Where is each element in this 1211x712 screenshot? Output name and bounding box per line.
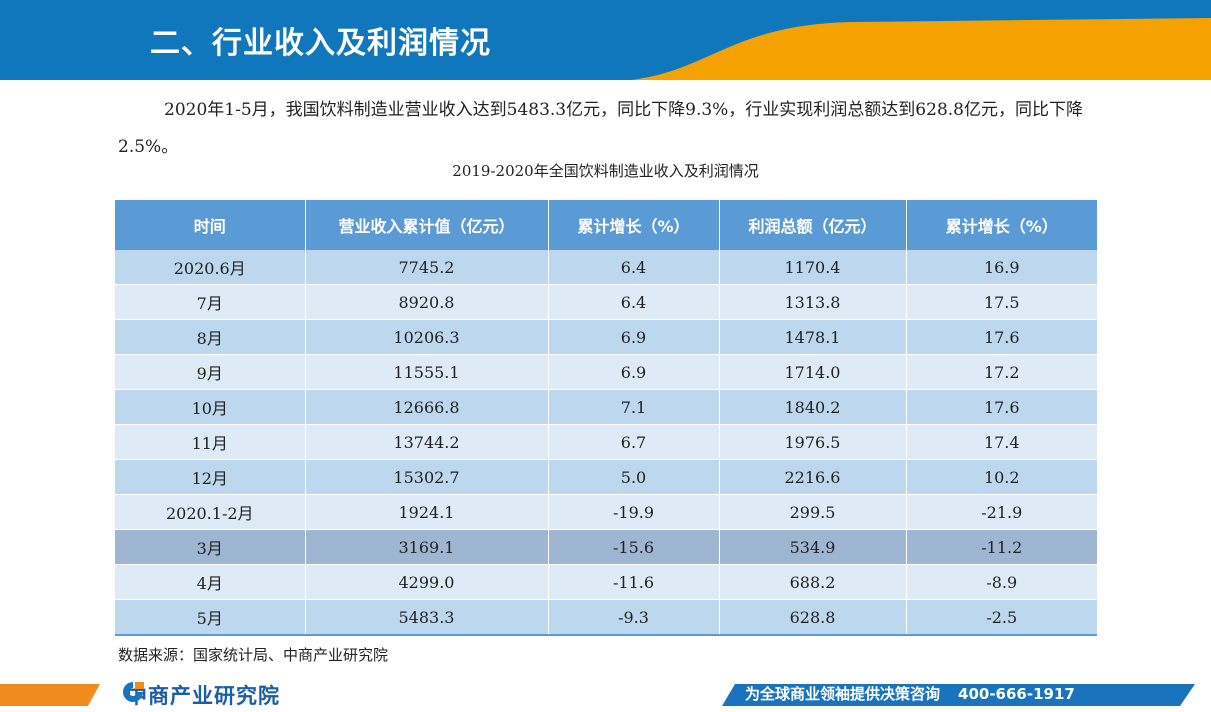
table-cell: -9.3 [548,599,720,636]
table-cell: 10.2 [906,459,1097,495]
table-cell: -2.5 [906,599,1097,636]
table-cell: 9月 [115,354,306,390]
table-row: 10月 12666.8 7.1 1840.2 17.6 [115,389,1097,425]
table-cell: 2020.1-2月 [115,494,306,530]
table-cell: -8.9 [906,564,1097,600]
table-cell: 6.7 [548,424,720,460]
table-cell: -15.6 [548,529,720,565]
table-cell: 3月 [115,529,306,565]
table-cell: 6.9 [548,319,720,355]
table-cell: 11月 [115,424,306,460]
table-cell: 628.8 [719,599,907,636]
table-cell: 6.9 [548,354,720,390]
table-cell: 15302.7 [305,459,549,495]
table-header-row: 时间 营业收入累计值（亿元） 累计增长（%） 利润总额（亿元） 累计增长（%） [115,200,1097,250]
table-cell: 17.5 [906,284,1097,320]
column-header: 累计增长（%） [548,200,720,250]
table-cell: 2216.6 [719,459,907,495]
company-logo: 中商产业研究院 [120,680,280,710]
table-row: 4月 4299.0 -11.6 688.2 -8.9 [115,564,1097,600]
table-cell: 6.4 [548,284,720,320]
table-cell: 3169.1 [305,529,549,565]
table-cell: 299.5 [719,494,907,530]
table-cell: 17.4 [906,424,1097,460]
column-header: 累计增长（%） [906,200,1097,250]
footer-slogan: 为全球商业领袖提供决策咨询 400-666-1917 [745,683,1075,704]
table-cell: 534.9 [719,529,907,565]
footer-shapes [0,684,1195,706]
footer-bar: 中商产业研究院 为全球商业领袖提供决策咨询 400-666-1917 [0,672,1211,712]
table-cell: 8月 [115,319,306,355]
data-source-note: 数据来源：国家统计局、中商产业研究院 [118,646,389,664]
data-table: 时间 营业收入累计值（亿元） 累计增长（%） 利润总额（亿元） 累计增长（%） … [115,200,1097,636]
table-cell: 7745.2 [305,250,549,285]
table-cell: 1170.4 [719,250,907,285]
column-header: 营业收入累计值（亿元） [305,200,549,250]
header-banner: 二、行业收入及利润情况 [0,0,1211,80]
header-orange-swoosh [631,18,1211,80]
table-row: 2020.6月 7745.2 6.4 1170.4 16.9 [115,250,1097,285]
table-cell: 1478.1 [719,319,907,355]
table-cell: 12666.8 [305,389,549,425]
table-cell: 10206.3 [305,319,549,355]
column-header: 时间 [115,200,306,250]
table-cell: -11.2 [906,529,1097,565]
table-cell: 6.4 [548,250,720,285]
table-cell: 10月 [115,389,306,425]
page-title: 二、行业收入及利润情况 [150,26,491,61]
table-row: 3月 3169.1 -15.6 534.9 -11.2 [115,529,1097,565]
table-cell: 12月 [115,459,306,495]
table-row: 11月 13744.2 6.7 1976.5 17.4 [115,424,1097,460]
phone-number: 400-666-1917 [958,685,1075,703]
table-cell: 11555.1 [305,354,549,390]
table-row: 2020.1-2月 1924.1 -19.9 299.5 -21.9 [115,494,1097,530]
table-cell: 1840.2 [719,389,907,425]
table-cell: 1313.8 [719,284,907,320]
logo-icon [123,682,144,702]
slogan-text: 为全球商业领袖提供决策咨询 [745,685,941,703]
table-cell: 1714.0 [719,354,907,390]
logo-text: 中商产业研究院 [126,684,280,708]
intro-paragraph: 2020年1-5月，我国饮料制造业营业收入达到5483.3亿元，同比下降9.3%… [118,92,1098,166]
table-caption: 2019-2020年全国饮料制造业收入及利润情况 [452,162,759,180]
table-cell: 17.6 [906,319,1097,355]
table-cell: 1924.1 [305,494,549,530]
table-cell: 17.2 [906,354,1097,390]
table-row: 8月 10206.3 6.9 1478.1 17.6 [115,319,1097,355]
table-cell: 2020.6月 [115,250,306,285]
table-cell: 17.6 [906,389,1097,425]
table-cell: 16.9 [906,250,1097,285]
table-body: 2020.6月 7745.2 6.4 1170.4 16.9 7月 8920.8 6.4 131… [115,250,1097,636]
table-cell: -11.6 [548,564,720,600]
table-row: 7月 8920.8 6.4 1313.8 17.5 [115,284,1097,320]
table-cell: 7月 [115,284,306,320]
table-cell: 8920.8 [305,284,549,320]
table-cell: 4月 [115,564,306,600]
table-cell: 5月 [115,599,306,636]
table-cell: 4299.0 [305,564,549,600]
table-cell: -21.9 [906,494,1097,530]
table-row: 12月 15302.7 5.0 2216.6 10.2 [115,459,1097,495]
table-cell: 688.2 [719,564,907,600]
table-cell: 5.0 [548,459,720,495]
table-cell: 13744.2 [305,424,549,460]
table-row: 5月 5483.3 -9.3 628.8 -2.5 [115,599,1097,636]
table-row: 9月 11555.1 6.9 1714.0 17.2 [115,354,1097,390]
table-cell: -19.9 [548,494,720,530]
table-cell: 7.1 [548,389,720,425]
column-header: 利润总额（亿元） [719,200,907,250]
table-cell: 5483.3 [305,599,549,636]
table-cell: 1976.5 [719,424,907,460]
intro-text: 2020年1-5月，我国饮料制造业营业收入达到5483.3亿元，同比下降9.3%… [118,100,1083,157]
